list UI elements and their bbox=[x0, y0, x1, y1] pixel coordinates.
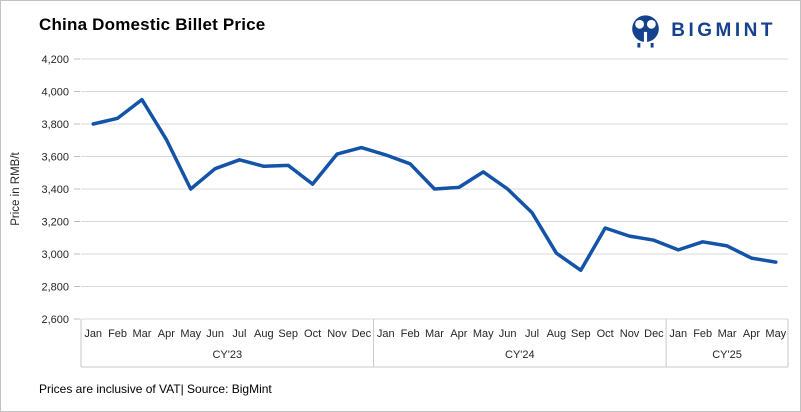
x-month-label: Oct bbox=[304, 328, 321, 340]
x-month-label: Mar bbox=[132, 328, 151, 340]
bigmint-logo-text: BIGMINT bbox=[671, 20, 776, 41]
bigmint-logo-icon bbox=[632, 15, 660, 48]
x-month-label: Apr bbox=[450, 328, 467, 340]
y-tick-label: 4,200 bbox=[41, 54, 69, 66]
y-tick-label: 2,600 bbox=[41, 314, 69, 326]
y-tick-label: 4,000 bbox=[41, 87, 69, 99]
x-month-label: Jun bbox=[499, 328, 517, 340]
x-month-label: Aug bbox=[254, 328, 274, 340]
x-month-label: Jan bbox=[84, 328, 102, 340]
x-month-label: Jun bbox=[206, 328, 224, 340]
x-month-label: Oct bbox=[597, 328, 614, 340]
y-tick-label: 3,200 bbox=[41, 217, 69, 229]
x-month-label: Jul bbox=[232, 328, 246, 340]
x-month-label: Feb bbox=[693, 328, 712, 340]
y-tick-label: 3,800 bbox=[41, 119, 69, 131]
x-month-label: May bbox=[765, 328, 786, 340]
x-month-label: Apr bbox=[743, 328, 760, 340]
y-tick-label: 3,000 bbox=[41, 249, 69, 261]
x-month-label: Sep bbox=[571, 328, 591, 340]
x-month-label: Dec bbox=[644, 328, 664, 340]
x-month-label: Feb bbox=[108, 328, 127, 340]
x-month-label: Mar bbox=[718, 328, 737, 340]
chart-title: China Domestic Billet Price bbox=[39, 15, 266, 34]
x-month-label: Sep bbox=[278, 328, 298, 340]
y-axis-title: Price in RMB/t bbox=[10, 151, 22, 225]
x-month-label: May bbox=[180, 328, 201, 340]
x-year-label: CY'24 bbox=[505, 349, 535, 361]
chart-footnote: Prices are inclusive of VAT| Source: Big… bbox=[39, 382, 272, 396]
x-month-label: Apr bbox=[158, 328, 175, 340]
y-tick-label: 3,600 bbox=[41, 152, 69, 164]
x-month-label: Mar bbox=[425, 328, 444, 340]
x-month-label: Dec bbox=[352, 328, 372, 340]
y-tick-label: 3,400 bbox=[41, 184, 69, 196]
x-month-label: Jul bbox=[525, 328, 539, 340]
x-year-label: CY'25 bbox=[712, 349, 742, 361]
x-year-label: CY'23 bbox=[212, 349, 242, 361]
x-month-label: Aug bbox=[547, 328, 567, 340]
x-month-label: Jan bbox=[669, 328, 687, 340]
x-month-label: Jan bbox=[377, 328, 395, 340]
y-tick-label: 2,800 bbox=[41, 282, 69, 294]
x-month-label: Nov bbox=[327, 328, 347, 340]
price-series-line bbox=[91, 97, 778, 273]
x-month-label: Nov bbox=[620, 328, 640, 340]
x-month-label: May bbox=[473, 328, 494, 340]
bigmint-logo: BIGMINT bbox=[627, 14, 776, 48]
x-month-label: Feb bbox=[401, 328, 420, 340]
